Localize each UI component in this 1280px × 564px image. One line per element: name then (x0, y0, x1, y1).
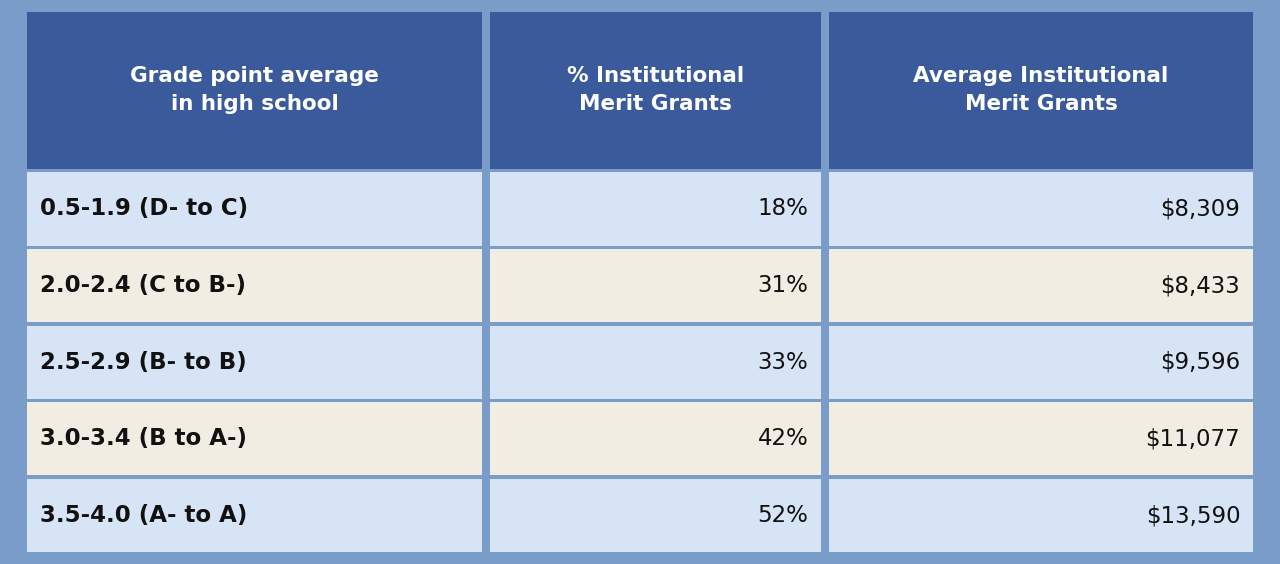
Text: 42%: 42% (758, 428, 809, 451)
Bar (27, 325, 481, 399)
Text: $9,596: $9,596 (1160, 351, 1240, 374)
Text: 3.5-4.0 (A- to A): 3.5-4.0 (A- to A) (40, 504, 247, 527)
Text: 18%: 18% (758, 197, 809, 221)
Text: 33%: 33% (758, 351, 809, 374)
Bar (829, 479, 1253, 552)
Bar (490, 12, 822, 169)
Text: Average Institutional
Merit Grants: Average Institutional Merit Grants (914, 67, 1169, 114)
Bar (490, 325, 822, 399)
Text: 52%: 52% (758, 504, 809, 527)
Text: 0.5-1.9 (D- to C): 0.5-1.9 (D- to C) (40, 197, 248, 221)
Bar (27, 249, 481, 322)
Bar (490, 402, 822, 475)
Bar (829, 172, 1253, 245)
Text: $11,077: $11,077 (1146, 428, 1240, 451)
Bar (27, 479, 481, 552)
Text: Grade point average
in high school: Grade point average in high school (131, 67, 379, 114)
Bar (829, 12, 1253, 169)
Bar (490, 172, 822, 245)
Text: 2.5-2.9 (B- to B): 2.5-2.9 (B- to B) (40, 351, 247, 374)
Bar (829, 402, 1253, 475)
Text: $13,590: $13,590 (1146, 504, 1240, 527)
Bar (490, 479, 822, 552)
Text: $8,433: $8,433 (1161, 274, 1240, 297)
Bar (27, 402, 481, 475)
Bar (829, 325, 1253, 399)
Bar (27, 172, 481, 245)
Text: % Institutional
Merit Grants: % Institutional Merit Grants (567, 67, 744, 114)
Text: 2.0-2.4 (C to B-): 2.0-2.4 (C to B-) (40, 274, 246, 297)
Bar (490, 249, 822, 322)
Text: $8,309: $8,309 (1161, 197, 1240, 221)
Text: 3.0-3.4 (B to A-): 3.0-3.4 (B to A-) (40, 428, 247, 451)
Bar (829, 249, 1253, 322)
Text: 31%: 31% (758, 274, 809, 297)
Bar (27, 12, 481, 169)
